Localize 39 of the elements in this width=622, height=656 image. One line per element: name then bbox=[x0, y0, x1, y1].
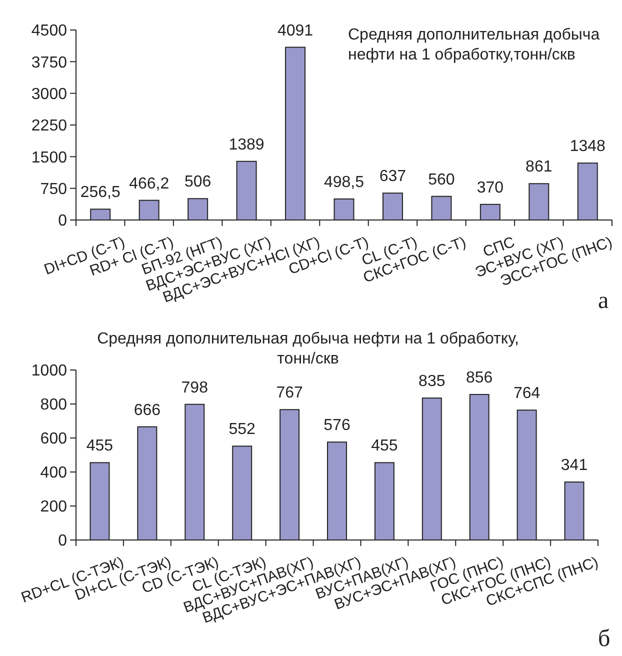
y-tick-label: 800 bbox=[40, 396, 68, 414]
y-tick-label: 200 bbox=[40, 498, 68, 516]
y-tick-label: 400 bbox=[40, 464, 68, 482]
data-label: 856 bbox=[466, 369, 493, 386]
chart-title: Средняя дополнительная добыча нефти на 1 обработку,тонн/скв bbox=[348, 26, 600, 64]
data-label: 4091 bbox=[277, 22, 314, 40]
data-label: 835 bbox=[418, 373, 446, 390]
data-label: 455 bbox=[86, 438, 114, 455]
data-label: 506 bbox=[184, 174, 212, 191]
data-label: 861 bbox=[526, 158, 552, 176]
data-label: 552 bbox=[228, 421, 256, 438]
y-tick-label: 2250 bbox=[31, 118, 68, 135]
y-tick-label: 1000 bbox=[31, 362, 68, 380]
data-label: 341 bbox=[560, 457, 588, 474]
y-tick-label: 0 bbox=[58, 532, 68, 550]
text: а bbox=[598, 288, 609, 314]
y-tick-label: 600 bbox=[40, 430, 68, 448]
data-label: 798 bbox=[181, 379, 208, 396]
y-tick-label: 0 bbox=[58, 212, 68, 230]
data-label: 666 bbox=[134, 402, 161, 419]
y-tick-label: 1500 bbox=[31, 149, 68, 166]
data-label: 767 bbox=[276, 384, 303, 402]
data-label: 466,2 bbox=[129, 175, 170, 192]
data-label: 370 bbox=[476, 179, 504, 196]
y-tick-label: 750 bbox=[40, 180, 68, 198]
data-label: 498,5 bbox=[324, 174, 364, 191]
chart-title: Средняя дополнительная добыча нефти на 1 обработку, тонн/скв bbox=[97, 330, 519, 368]
data-label: 1348 bbox=[570, 138, 606, 156]
data-label: 764 bbox=[513, 385, 540, 402]
data-label: 1389 bbox=[228, 136, 264, 154]
data-label: 455 bbox=[371, 438, 398, 455]
y-tick-label: 4500 bbox=[31, 22, 68, 40]
data-label: 560 bbox=[428, 171, 455, 188]
data-label: 576 bbox=[324, 417, 350, 434]
y-tick-label: 3750 bbox=[31, 54, 68, 72]
data-label: 637 bbox=[379, 168, 406, 186]
text: б bbox=[598, 626, 610, 652]
y-tick-label: 3000 bbox=[31, 86, 68, 103]
data-label: 256,5 bbox=[80, 184, 120, 202]
